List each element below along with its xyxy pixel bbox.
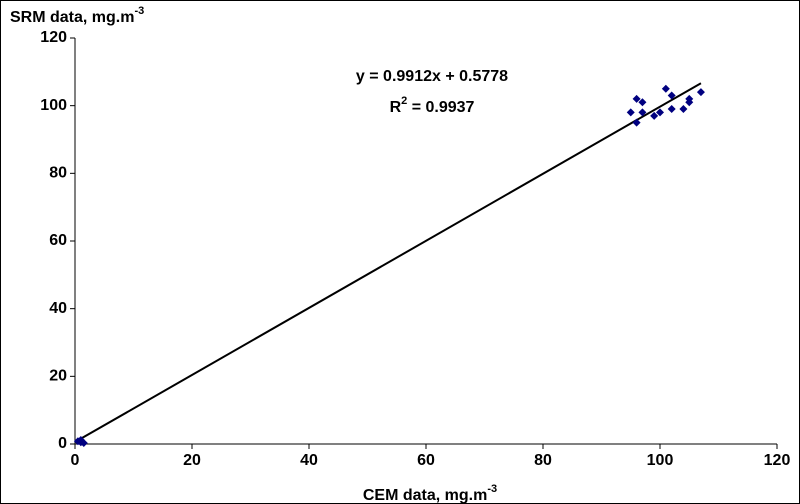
x-tick-label: 100 <box>647 452 674 469</box>
y-tick-label: 60 <box>49 232 67 249</box>
y-tick-label: 40 <box>49 300 67 317</box>
point <box>656 108 664 117</box>
y-tick-label: 0 <box>58 435 67 452</box>
point <box>667 105 676 114</box>
point <box>661 84 670 93</box>
point <box>638 108 647 117</box>
point <box>679 105 688 114</box>
y-tick-label: 100 <box>40 97 67 114</box>
x-tick-label: 60 <box>417 452 435 469</box>
r-squared: R2 = 0.9937 <box>390 95 475 116</box>
point <box>632 94 641 103</box>
x-tick-label: 20 <box>183 452 201 469</box>
point <box>638 98 647 107</box>
x-tick-label: 40 <box>300 452 318 469</box>
point <box>667 91 676 100</box>
y-axis-title: SRM data, mg.m-3 <box>10 5 144 26</box>
point <box>696 88 705 97</box>
point <box>685 94 694 103</box>
y-tick-label: 20 <box>49 368 67 385</box>
point <box>650 111 659 120</box>
point <box>632 118 641 127</box>
point <box>626 108 635 117</box>
trendline <box>74 82 702 443</box>
y-tick-label: 80 <box>49 165 67 182</box>
x-tick-label: 120 <box>764 452 791 469</box>
x-tick-label: 80 <box>534 452 552 469</box>
equation: y = 0.9912x + 0.5778 <box>356 68 508 85</box>
x-tick-label: 0 <box>71 452 80 469</box>
y-tick-label: 120 <box>40 29 67 46</box>
x-axis-title: CEM data, mg.m-3 <box>363 483 497 504</box>
point <box>76 438 85 447</box>
